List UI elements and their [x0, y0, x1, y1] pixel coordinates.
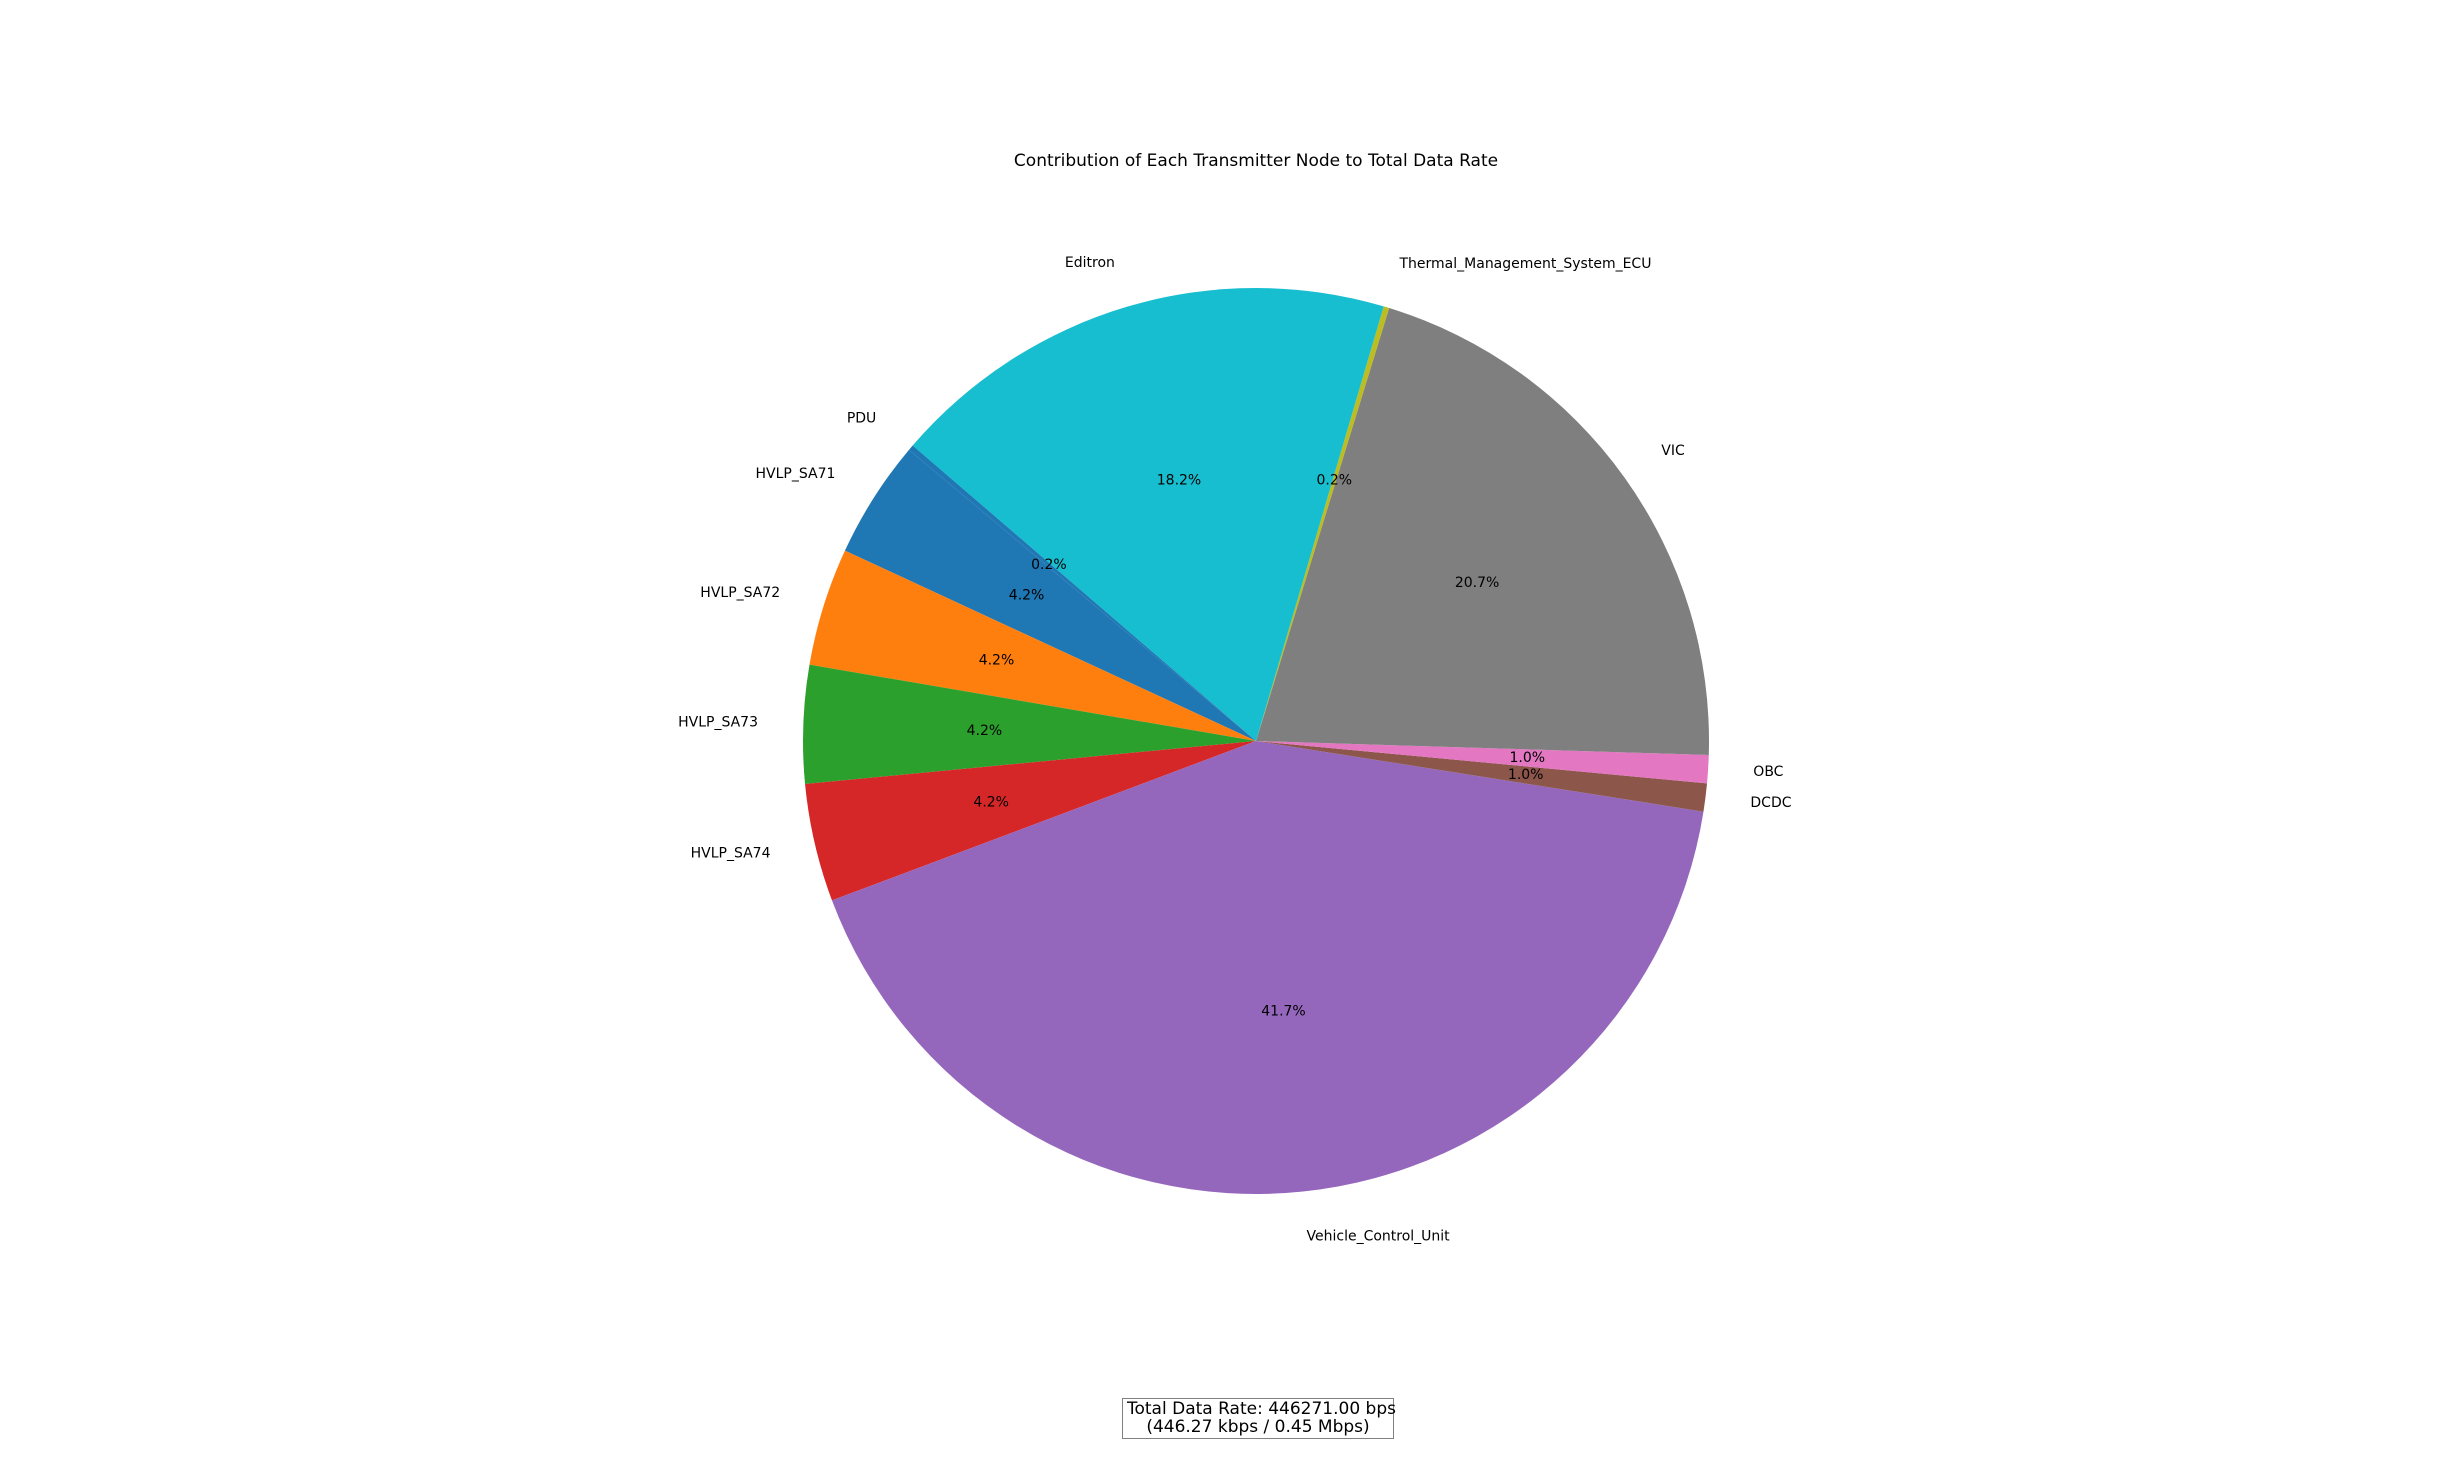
percent-label-dcdc: 1.0%: [1508, 767, 1544, 783]
pie-slice-hvlp-sa73: [803, 664, 1256, 785]
pie-slice-hvlp-sa74: [805, 741, 1256, 901]
percent-label-thermal-management-system-ecu: 0.2%: [1317, 473, 1353, 489]
slice-label-editron: Editron: [1065, 255, 1115, 271]
total-data-rate-line1: Total Data Rate: 446271.00 bps: [1127, 1399, 1396, 1419]
pie-slice-pdu: [908, 445, 1256, 741]
pie-slices: [803, 288, 1710, 1194]
pie-slice-thermal-management-system-ecu: [1256, 306, 1390, 741]
percent-label-vehicle-control-unit: 41.7%: [1261, 1003, 1305, 1019]
pie-slice-dcdc: [1256, 741, 1708, 812]
slice-label-vehicle-control-unit: Vehicle_Control_Unit: [1307, 1229, 1451, 1245]
percent-label-pdu: 0.2%: [1031, 557, 1067, 573]
percent-label-hvlp-sa74: 4.2%: [973, 794, 1009, 810]
pie-slice-obc: [1256, 741, 1709, 784]
percent-labels: 4.2% 4.2% 4.2% 4.2% 41.7% 1.0%1.0% 20.7% 0.2% 18…: [967, 472, 1545, 1019]
percent-label-hvlp-sa73: 4.2%: [967, 723, 1003, 739]
slice-label-hvlp-sa71: HVLP_SA71: [756, 466, 836, 482]
percent-label-obc: 1.0%: [1510, 750, 1546, 766]
percent-label-hvlp-sa71: 4.2%: [1009, 587, 1045, 603]
total-data-rate-line2: (446.27 kbps / 0.45 Mbps): [1146, 1417, 1370, 1437]
slice-label-obc: OBC: [1753, 764, 1783, 780]
category-labels: HVLP_SA71 HVLP_SA72 HVLP_SA73 HVLP_SA74 Vehi…: [678, 255, 1792, 1245]
pie-slice-hvlp-sa72: [809, 550, 1256, 741]
chart-title: Contribution of Each Transmitter Node to…: [1014, 151, 1498, 171]
pie-slice-hvlp-sa71: [844, 449, 1256, 741]
total-data-rate-box: Total Data Rate: 446271.00 bps (446.27 k…: [1122, 1398, 1396, 1439]
slice-label-pdu: PDU: [847, 410, 876, 426]
percent-label-hvlp-sa72: 4.2%: [979, 652, 1015, 668]
slice-label-thermal-management-system-ecu: Thermal_Management_System_ECU: [1399, 256, 1652, 272]
pie-slice-editron: [912, 288, 1384, 741]
slice-label-dcdc: DCDC: [1750, 795, 1791, 811]
slice-label-vic: VIC: [1661, 443, 1685, 459]
slice-label-hvlp-sa73: HVLP_SA73: [678, 715, 758, 731]
percent-label-editron: 18.2%: [1157, 472, 1201, 488]
slice-label-hvlp-sa74: HVLP_SA74: [691, 845, 771, 861]
pie-slice-vehicle-control-unit: [831, 741, 1704, 1194]
slice-label-hvlp-sa72: HVLP_SA72: [700, 585, 780, 601]
pie-slice-vic: [1256, 308, 1710, 755]
percent-label-vic: 20.7%: [1455, 575, 1499, 591]
